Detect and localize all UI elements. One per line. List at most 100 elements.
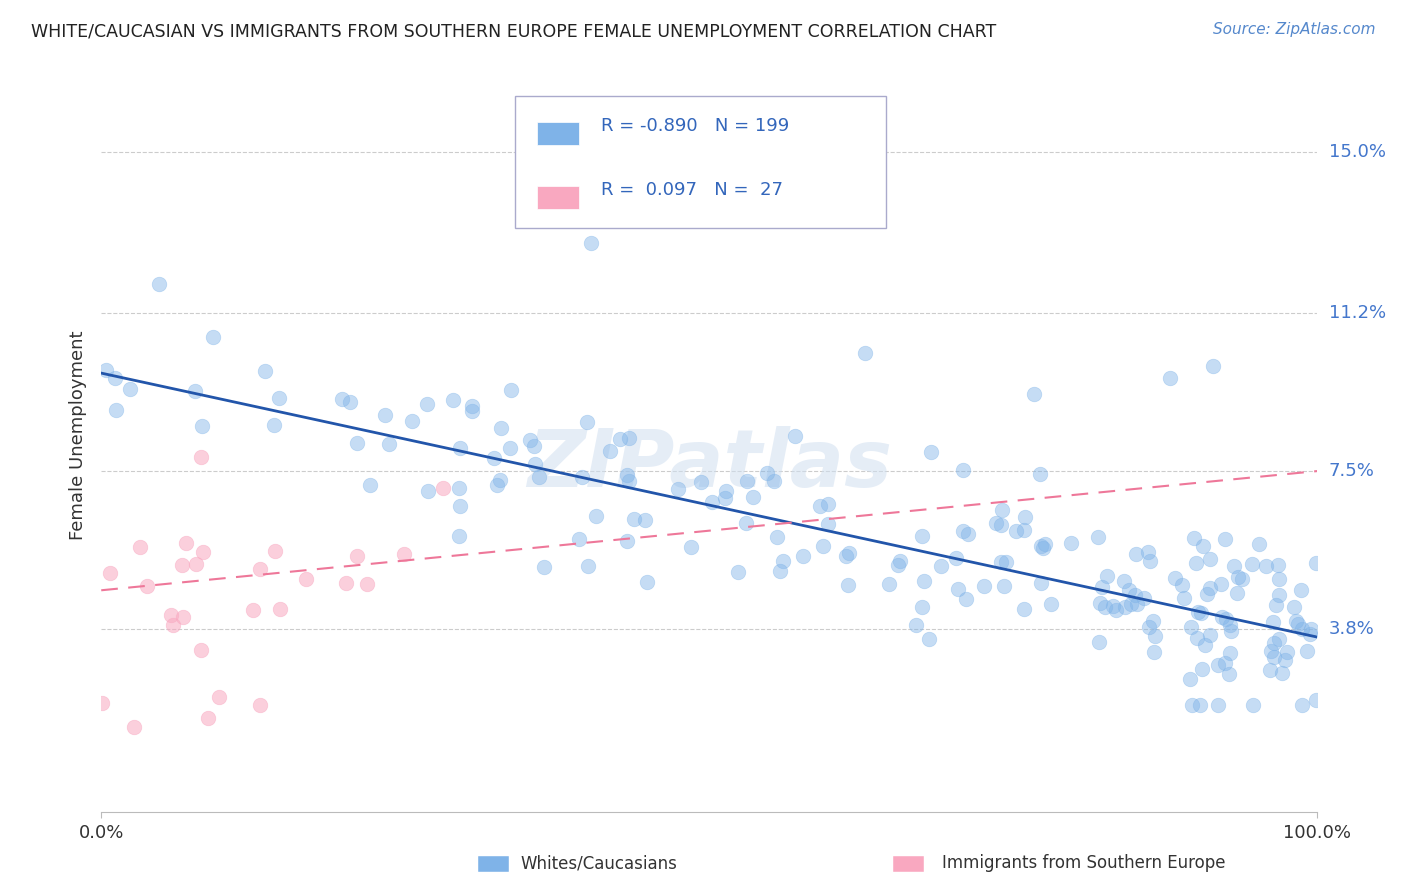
Point: [269, 391, 291, 405]
Point: [1211, 577, 1233, 591]
Point: [1170, 578, 1192, 592]
Point: [1180, 620, 1202, 634]
Point: [700, 495, 723, 509]
Text: Source: ZipAtlas.com: Source: ZipAtlas.com: [1212, 22, 1375, 37]
Point: [1185, 556, 1208, 570]
Point: [1213, 656, 1236, 670]
Point: [1181, 698, 1204, 713]
Point: [533, 559, 555, 574]
Point: [837, 578, 859, 592]
Point: [1031, 539, 1053, 553]
Point: [1197, 586, 1219, 600]
Point: [681, 541, 703, 555]
Point: [482, 450, 505, 465]
Point: [1185, 631, 1208, 645]
Point: [575, 415, 598, 429]
Point: [1040, 597, 1063, 611]
Point: [576, 559, 599, 574]
Point: [616, 467, 638, 482]
Point: [1191, 662, 1213, 676]
Point: [335, 576, 357, 591]
Point: [1296, 644, 1319, 658]
Point: [449, 499, 471, 513]
Point: [1143, 629, 1166, 643]
Point: [207, 690, 229, 704]
Point: [1298, 627, 1320, 641]
Point: [952, 524, 974, 539]
Point: [295, 573, 318, 587]
FancyBboxPatch shape: [537, 122, 579, 145]
Point: [242, 602, 264, 616]
Text: R =  0.097   N =  27: R = 0.097 N = 27: [602, 181, 783, 199]
Point: [441, 393, 464, 408]
Point: [1024, 387, 1046, 401]
Point: [1033, 537, 1056, 551]
Point: [1090, 596, 1112, 610]
Point: [162, 618, 184, 632]
Point: [416, 483, 439, 498]
Point: [1260, 663, 1282, 677]
Point: [1215, 612, 1237, 626]
Point: [1277, 645, 1299, 659]
Point: [184, 384, 207, 398]
Point: [1173, 591, 1195, 605]
Point: [104, 371, 127, 385]
Point: [1189, 606, 1212, 620]
Point: [190, 450, 212, 465]
Point: [202, 330, 225, 344]
Point: [955, 592, 977, 607]
Text: R = -0.890   N = 199: R = -0.890 N = 199: [602, 117, 789, 135]
Point: [1282, 599, 1305, 614]
Point: [1191, 539, 1213, 553]
Point: [1226, 586, 1249, 600]
Text: 15.0%: 15.0%: [1329, 143, 1385, 161]
Point: [737, 475, 759, 489]
Point: [917, 632, 939, 646]
Point: [524, 457, 547, 471]
Point: [727, 565, 749, 579]
Point: [1265, 598, 1288, 612]
Point: [1199, 552, 1222, 566]
Point: [714, 491, 737, 505]
Point: [1268, 588, 1291, 602]
Point: [1247, 537, 1270, 551]
Point: [253, 364, 276, 378]
Point: [792, 549, 814, 564]
Point: [104, 402, 127, 417]
Point: [599, 443, 621, 458]
Point: [1274, 653, 1296, 667]
Text: 11.2%: 11.2%: [1329, 304, 1386, 323]
Point: [1219, 617, 1241, 632]
Point: [1227, 570, 1250, 584]
Point: [447, 529, 470, 543]
Point: [1114, 599, 1136, 614]
Point: [432, 482, 454, 496]
Point: [817, 497, 839, 511]
Point: [741, 490, 763, 504]
Point: [808, 500, 831, 514]
Point: [984, 516, 1007, 531]
Point: [1180, 672, 1202, 686]
Point: [499, 442, 522, 456]
Point: [877, 576, 900, 591]
Point: [172, 558, 194, 572]
Point: [929, 558, 952, 573]
Point: [172, 610, 194, 624]
Point: [1032, 541, 1054, 556]
Point: [1206, 658, 1229, 673]
Point: [1159, 370, 1181, 384]
Point: [990, 518, 1012, 533]
Point: [197, 711, 219, 725]
Point: [772, 554, 794, 568]
Point: [486, 478, 509, 492]
Point: [1139, 554, 1161, 568]
Point: [401, 414, 423, 428]
Point: [330, 392, 353, 406]
Point: [911, 599, 934, 614]
Point: [249, 698, 271, 713]
Point: [1097, 568, 1119, 582]
Point: [193, 545, 215, 559]
Point: [617, 430, 640, 444]
Point: [1187, 605, 1209, 619]
Point: [1119, 597, 1142, 611]
